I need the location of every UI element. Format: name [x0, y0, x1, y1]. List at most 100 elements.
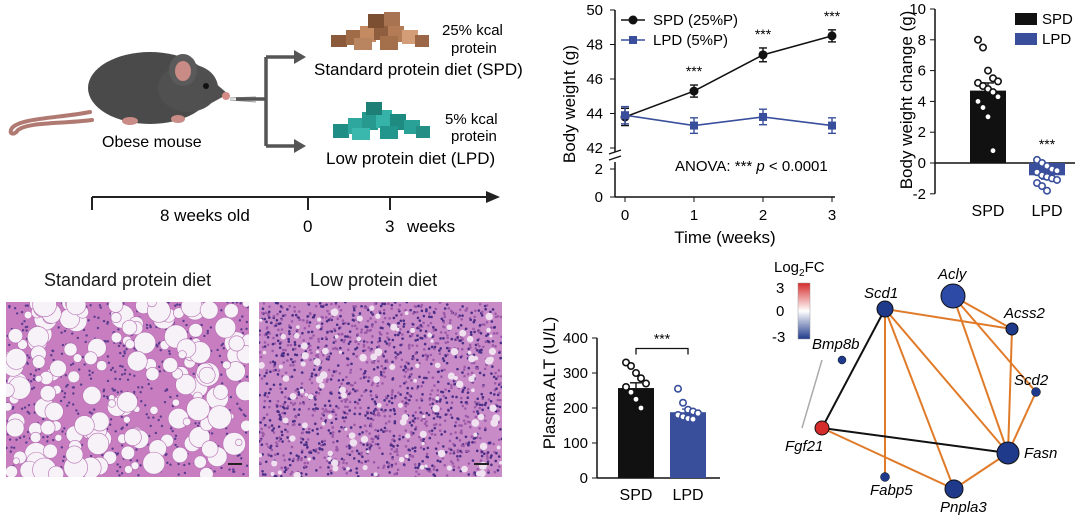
node-scd1 [876, 300, 894, 318]
nucleus-dot [50, 354, 53, 357]
y-tick-label: 0 [918, 155, 926, 172]
lipid-droplet [30, 431, 42, 444]
nucleus-dot [420, 384, 423, 388]
nucleus-dot [240, 457, 243, 460]
nucleus-dot [451, 462, 455, 465]
nucleus-dot [259, 461, 262, 465]
nucleus-dot [423, 334, 427, 338]
nucleus-dot [278, 342, 282, 345]
nucleus-dot [307, 427, 311, 431]
nucleus-dot [438, 423, 442, 427]
nucleus-dot [379, 370, 383, 374]
small-vacuole [277, 470, 282, 475]
nucleus-dot [288, 304, 292, 308]
nucleus-dot [466, 415, 470, 419]
nucleus-dot [412, 357, 416, 360]
nucleus-dot [306, 315, 309, 318]
nucleus-dot [297, 344, 301, 348]
nucleus-dot [389, 408, 392, 412]
nucleus-dot [450, 337, 454, 341]
spd-diet-label: Standard protein diet (SPD) [314, 60, 523, 79]
nucleus-dot [472, 327, 475, 331]
nucleus-dot [407, 362, 410, 365]
nucleus-dot [273, 342, 277, 345]
lipid-droplet [171, 398, 180, 407]
nucleus-dot [361, 431, 364, 434]
nucleus-dot [404, 370, 408, 374]
nucleus-dot [464, 309, 467, 312]
nucleus-dot [325, 303, 328, 306]
nucleus-dot [350, 324, 354, 328]
nucleus-dot [414, 466, 417, 469]
nucleus-dot [373, 413, 377, 417]
nucleus-dot [158, 365, 161, 369]
x-category-label: LPD [1031, 203, 1062, 220]
nucleus-dot [498, 382, 502, 385]
nucleus-dot [443, 307, 447, 310]
nucleus-dot [280, 328, 284, 331]
data-point [979, 43, 988, 52]
nucleus-dot [226, 302, 229, 304]
nucleus-dot [308, 336, 312, 340]
nucleus-dot [459, 355, 463, 359]
nucleus-dot [349, 371, 352, 374]
nucleus-dot [297, 310, 301, 313]
nucleus-dot [434, 423, 438, 426]
small-vacuole [455, 380, 464, 389]
nucleus-dot [62, 455, 66, 458]
nucleus-dot [333, 327, 336, 331]
nucleus-dot [261, 417, 265, 421]
nucleus-dot [439, 460, 442, 463]
nucleus-dot [300, 371, 304, 374]
nucleus-dot [120, 472, 124, 475]
small-vacuole [327, 414, 333, 420]
bwc-legend-lpd: LPD [1042, 31, 1071, 48]
nucleus-dot [339, 346, 342, 350]
series-line-lpd [624, 114, 833, 127]
nucleus-dot [259, 351, 262, 354]
small-vacuole [468, 375, 475, 383]
nucleus-dot [482, 452, 486, 456]
nucleus-dot [327, 466, 330, 469]
nucleus-dot [268, 316, 271, 319]
nucleus-dot [213, 470, 216, 473]
nucleus-dot [145, 413, 148, 416]
nucleus-dot [293, 340, 297, 344]
lipid-droplet [186, 397, 210, 421]
data-point [637, 404, 646, 413]
nucleus-dot [364, 460, 367, 463]
nucleus-dot [362, 443, 365, 446]
nucleus-dot [450, 401, 454, 404]
nucleus-dot [338, 429, 341, 433]
small-vacuole [376, 402, 382, 408]
nucleus-dot [467, 449, 470, 453]
nucleus-dot [494, 312, 497, 315]
nucleus-dot [439, 331, 443, 334]
small-vacuole [489, 404, 497, 412]
nucleus-dot [300, 386, 303, 390]
small-vacuole [486, 327, 491, 333]
nucleus-dot [344, 335, 347, 338]
nucleus-dot [309, 348, 312, 352]
nucleus-dot [300, 394, 304, 398]
nucleus-dot [444, 341, 448, 344]
small-vacuole [317, 317, 322, 322]
nucleus-dot [117, 328, 120, 331]
small-vacuole [471, 419, 480, 427]
nucleus-dot [393, 450, 397, 453]
nucleus-dot [345, 390, 349, 393]
data-point [622, 383, 631, 392]
nucleus-dot [473, 330, 476, 334]
lipid-droplet [65, 445, 84, 464]
nucleus-dot [245, 375, 249, 378]
nucleus-dot [440, 375, 443, 378]
nucleus-dot [449, 452, 452, 455]
nucleus-dot [490, 463, 493, 467]
nucleus-dot [355, 327, 359, 330]
data-point-spd [758, 50, 768, 60]
nucleus-dot [481, 384, 485, 388]
nucleus-dot [476, 467, 479, 471]
nucleus-dot [376, 408, 379, 412]
nucleus-dot [339, 308, 343, 312]
nucleus-dot [457, 326, 460, 330]
